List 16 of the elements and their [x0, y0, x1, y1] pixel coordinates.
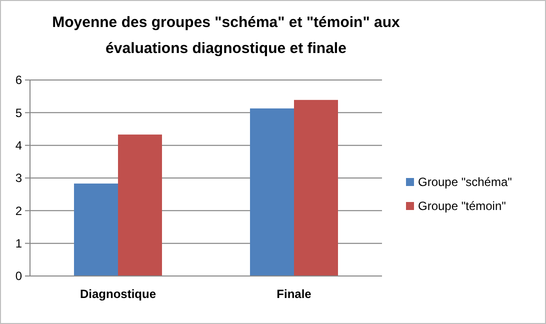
y-tick-label: 2 — [15, 204, 22, 218]
chart-title: Moyenne des groupes "schéma" et "témoin" aux évaluations diagnostique et finale — [52, 14, 401, 57]
bar — [294, 100, 338, 276]
y-tick-label: 1 — [15, 236, 22, 251]
y-tick-label: 6 — [15, 73, 22, 88]
y-tick-label: 5 — [15, 106, 22, 120]
legend-label: Groupe "schéma" — [418, 175, 512, 190]
bar — [74, 184, 118, 276]
y-tick-label: 3 — [15, 171, 22, 186]
x-tick-label: Diagnostique — [80, 287, 156, 301]
bar — [118, 134, 162, 276]
y-tick-label: 0 — [15, 269, 22, 284]
y-tick-label: 4 — [15, 138, 22, 153]
x-tick-label: Finale — [276, 287, 312, 301]
bar — [250, 108, 294, 276]
legend-label: Groupe "témoin" — [418, 199, 506, 214]
